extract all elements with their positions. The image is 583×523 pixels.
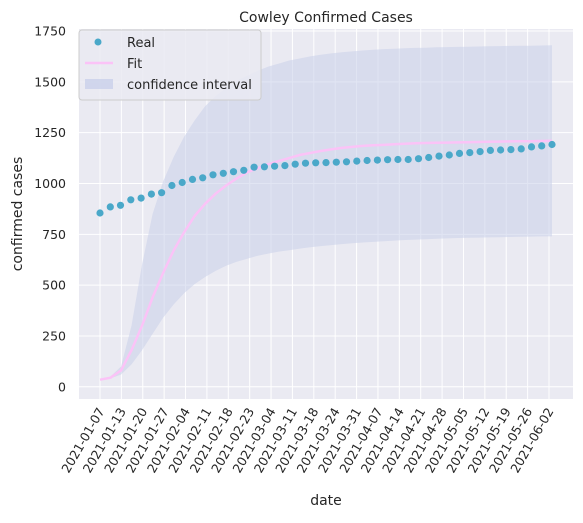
legend: Real Fit confidence interval bbox=[78, 29, 262, 101]
y-tick-label: 0 bbox=[58, 379, 66, 394]
real-data-point bbox=[322, 159, 330, 167]
confidence-band bbox=[100, 45, 552, 380]
real-data-point bbox=[466, 149, 474, 157]
legend-confidence-swatch bbox=[85, 79, 113, 89]
y-axis-label: confirmed cases bbox=[10, 157, 26, 272]
real-data-point bbox=[116, 201, 125, 209]
real-data-point bbox=[353, 157, 361, 165]
real-data-point bbox=[414, 155, 423, 163]
y-tick-label: 750 bbox=[42, 227, 66, 242]
real-data-point bbox=[219, 169, 227, 177]
y-tick-label: 1000 bbox=[34, 176, 66, 191]
real-series bbox=[96, 140, 556, 217]
y-tick-label: 1750 bbox=[34, 24, 66, 39]
real-data-point bbox=[527, 143, 536, 151]
real-data-point bbox=[106, 203, 114, 211]
real-data-point bbox=[517, 145, 525, 153]
real-data-point bbox=[538, 142, 546, 150]
real-data-point bbox=[137, 194, 145, 202]
real-data-point bbox=[384, 156, 392, 164]
y-tick-label: 1500 bbox=[34, 74, 66, 89]
real-data-point bbox=[342, 158, 351, 166]
real-data-point bbox=[476, 148, 484, 156]
real-data-point bbox=[240, 166, 248, 174]
real-data-point bbox=[147, 190, 155, 198]
real-data-point bbox=[425, 153, 433, 162]
legend-confidence-label: confidence interval bbox=[127, 78, 252, 93]
real-data-point bbox=[229, 168, 238, 176]
y-tick-label: 500 bbox=[42, 278, 66, 293]
legend-box bbox=[78, 29, 262, 101]
real-data-point bbox=[260, 163, 268, 171]
real-data-point bbox=[209, 171, 217, 179]
real-data-point bbox=[250, 163, 258, 171]
legend-real-marker bbox=[94, 38, 102, 46]
real-data-point bbox=[291, 160, 299, 168]
x-tick-labels: 2021-01-072021-01-132021-01-202021-01-27… bbox=[58, 405, 556, 475]
fit-series bbox=[99, 139, 553, 381]
real-data-point bbox=[127, 196, 135, 204]
real-data-point bbox=[158, 189, 166, 197]
real-data-point bbox=[394, 155, 402, 164]
real-data-point bbox=[188, 175, 197, 183]
real-data-point bbox=[404, 155, 412, 164]
real-data-point bbox=[301, 159, 310, 167]
y-tick-label: 1250 bbox=[34, 125, 66, 140]
real-data-point bbox=[373, 156, 381, 164]
real-data-point bbox=[168, 181, 176, 190]
real-data-point bbox=[486, 146, 494, 154]
real-data-point bbox=[455, 149, 464, 157]
fit-line bbox=[99, 139, 553, 381]
chart-title: Cowley Confirmed Cases bbox=[239, 10, 413, 26]
real-data-point bbox=[178, 178, 186, 187]
real-data-point bbox=[548, 140, 556, 149]
real-data-point bbox=[271, 162, 279, 170]
legend-fit-label: Fit bbox=[127, 57, 142, 72]
confidence-band-area bbox=[100, 45, 552, 380]
x-axis-label: date bbox=[310, 493, 342, 509]
real-data-point bbox=[312, 159, 320, 167]
y-tick-labels: 0 250 500 750 1000 1250 1500 1750 bbox=[34, 24, 66, 395]
real-data-point bbox=[445, 151, 453, 159]
real-data-point bbox=[497, 146, 505, 154]
y-tick-label: 250 bbox=[42, 328, 66, 343]
real-data-point bbox=[199, 174, 207, 182]
real-data-point bbox=[281, 162, 289, 170]
real-data-point bbox=[435, 152, 443, 160]
legend-real-label: Real bbox=[127, 36, 155, 51]
real-data-point bbox=[363, 156, 371, 165]
real-data-point bbox=[507, 146, 515, 154]
real-data-point bbox=[96, 209, 104, 217]
real-data-point bbox=[332, 158, 340, 166]
